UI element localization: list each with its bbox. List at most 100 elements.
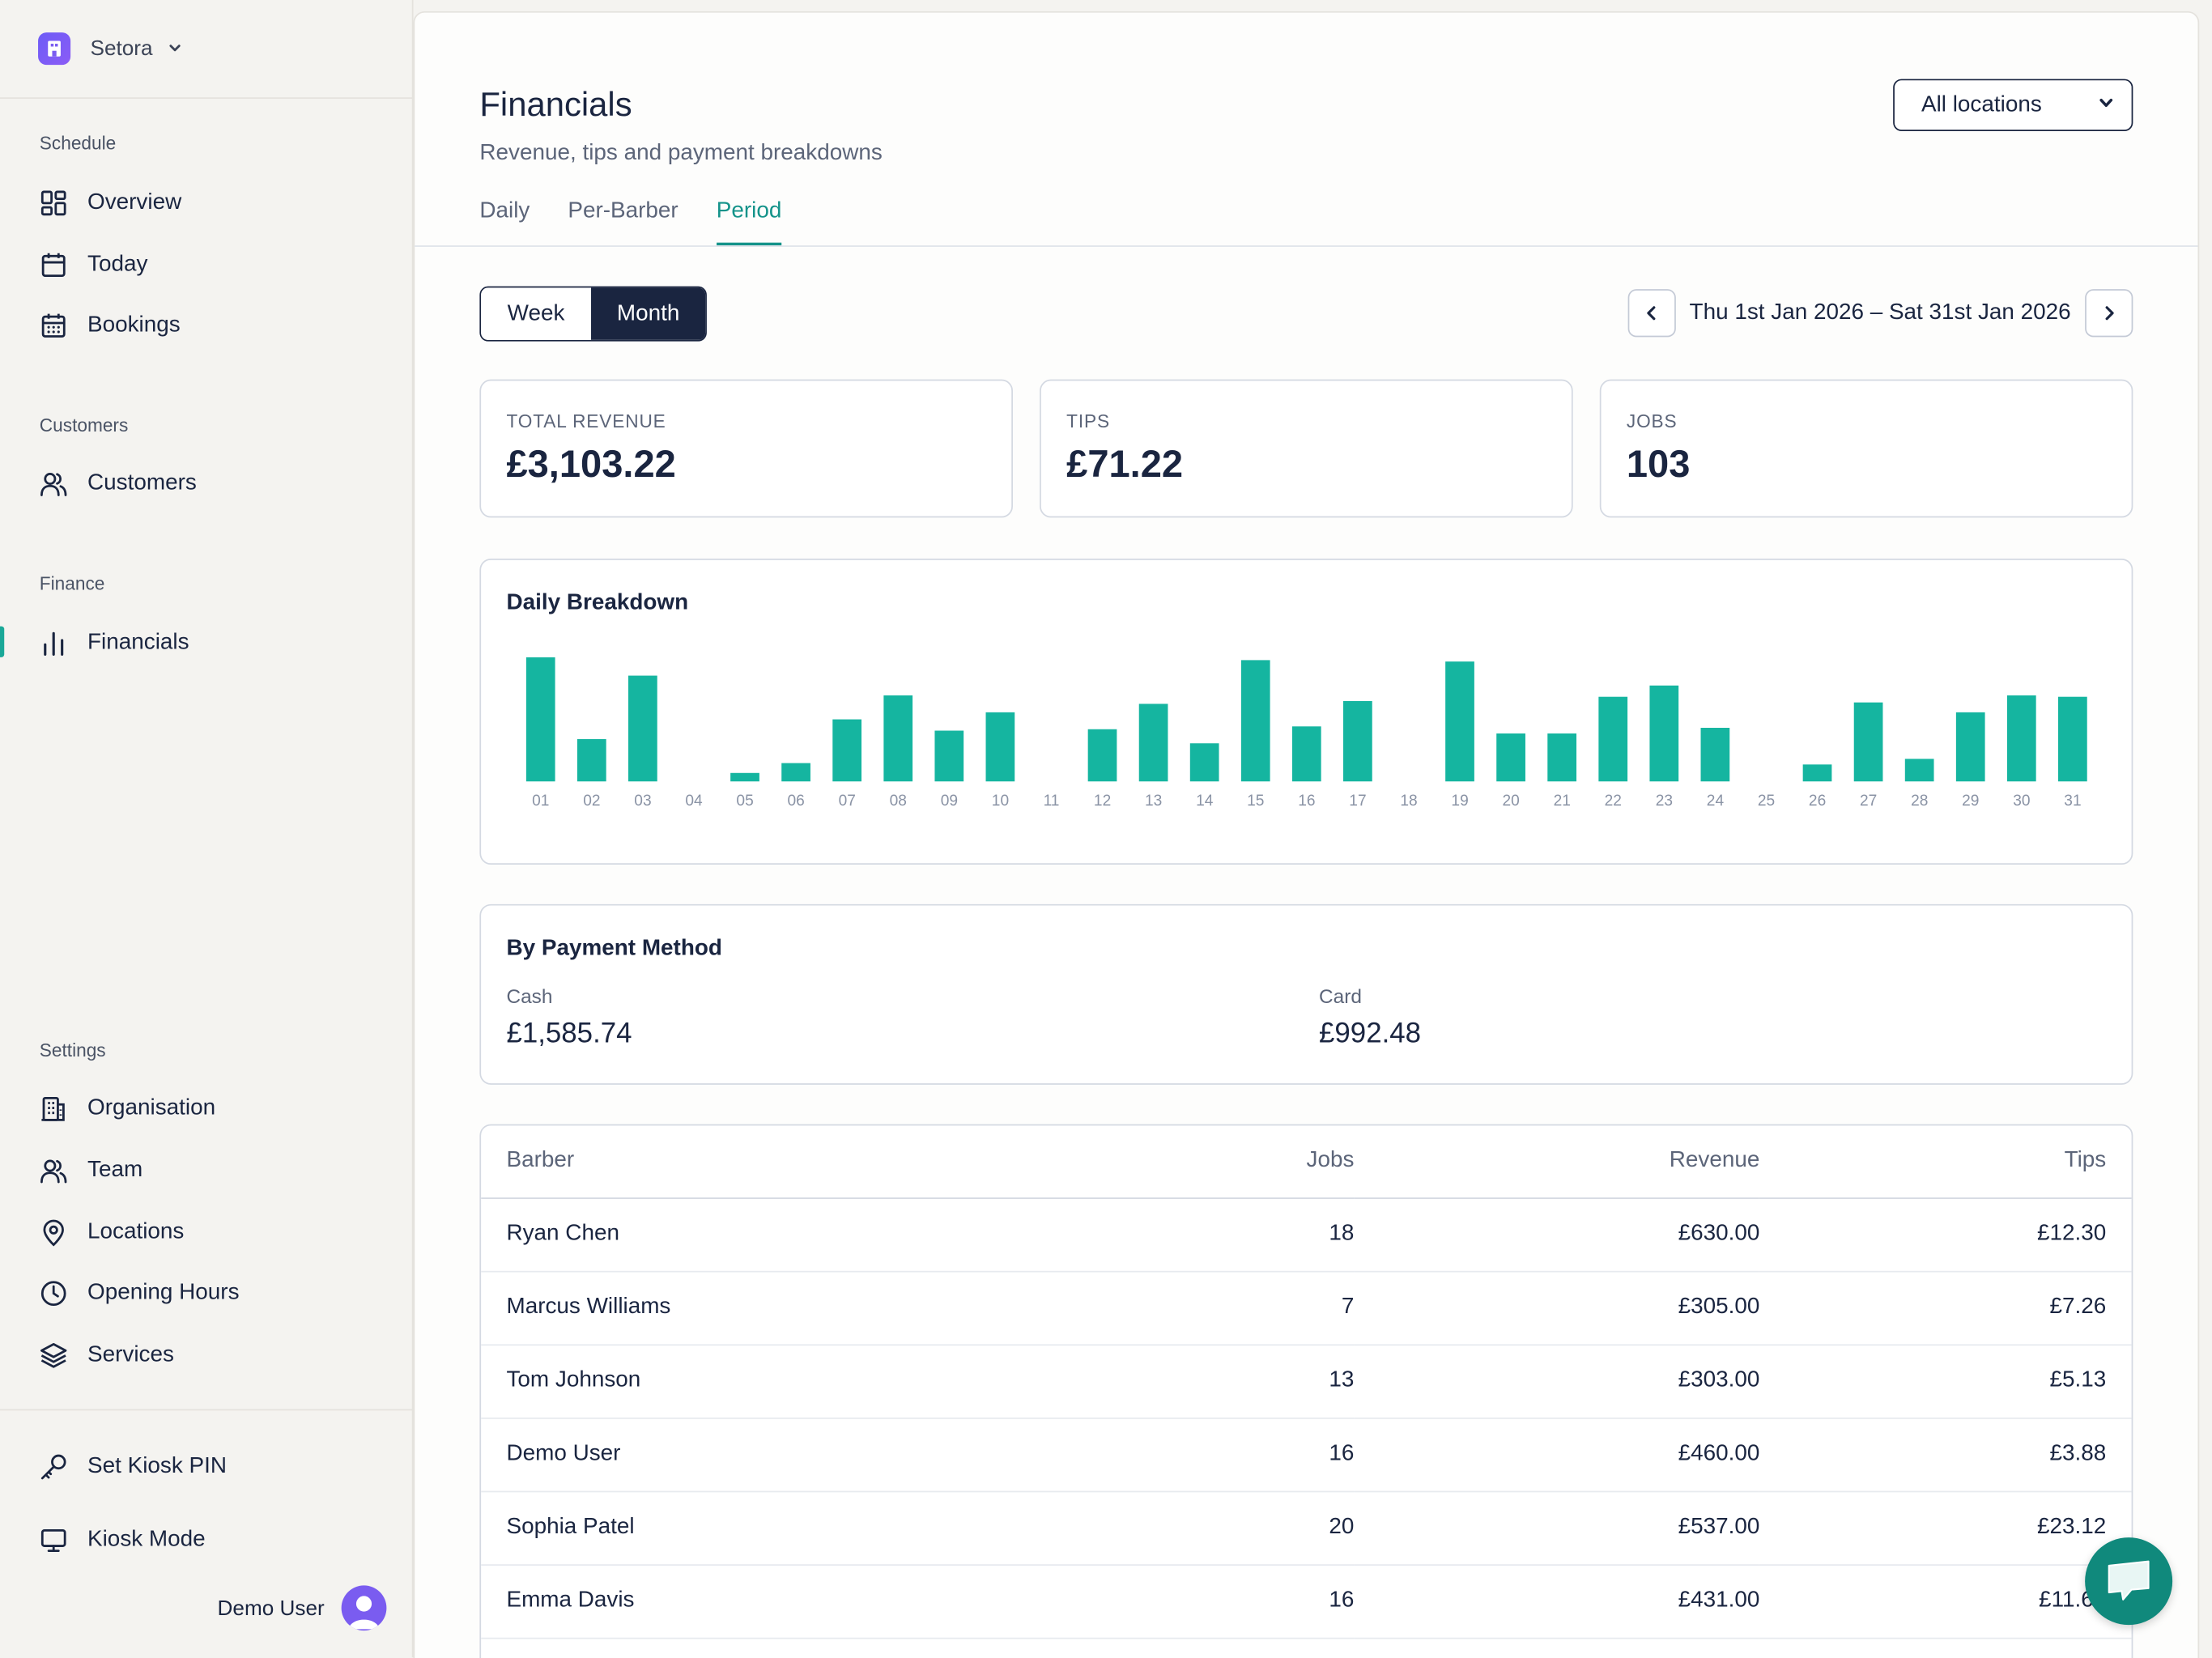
chart-bar-07[interactable] bbox=[832, 719, 862, 782]
calendar-icon bbox=[40, 251, 68, 279]
chart-bar-13[interactable] bbox=[1138, 704, 1168, 782]
chart-bar-12[interactable] bbox=[1087, 729, 1117, 782]
location-select[interactable]: All locations bbox=[1893, 79, 2133, 132]
cell-tips: £23.12 bbox=[1759, 1490, 2132, 1566]
sidebar-item-customers[interactable]: Customers bbox=[40, 467, 197, 501]
column-header-barber: Barber bbox=[481, 1125, 1185, 1199]
sidebar-item-organisation[interactable]: Organisation bbox=[40, 1092, 215, 1126]
bar-chart-icon bbox=[40, 629, 68, 657]
month-toggle-button[interactable]: Month bbox=[591, 287, 706, 340]
sidebar-item-today[interactable]: Today bbox=[40, 249, 148, 283]
sidebar-item-label: Bookings bbox=[87, 312, 181, 338]
active-indicator bbox=[0, 626, 5, 657]
main-panel: Financials Revenue, tips and payment bre… bbox=[413, 11, 2200, 1658]
table-row: Marcus Williams 7 £305.00 £7.26 bbox=[481, 1270, 2132, 1346]
chat-button[interactable] bbox=[2085, 1537, 2173, 1626]
sidebar-item-financials[interactable]: Financials bbox=[40, 627, 189, 661]
chart-bar-20[interactable] bbox=[1496, 733, 1525, 782]
chart-bar-19[interactable] bbox=[1445, 661, 1474, 782]
tab-per-barber[interactable]: Per-Barber bbox=[568, 198, 678, 223]
chart-bar-05[interactable] bbox=[730, 772, 759, 782]
cell-jobs: 7 bbox=[1185, 1270, 1355, 1346]
page-subtitle: Revenue, tips and payment breakdowns bbox=[479, 141, 883, 165]
chart-bar-06[interactable] bbox=[781, 763, 810, 782]
chart-bar-02[interactable] bbox=[576, 738, 606, 782]
tab-period[interactable]: Period bbox=[716, 199, 782, 246]
cell-barber: Demo User bbox=[481, 1418, 1185, 1492]
x-tick-label-14: 14 bbox=[1196, 793, 1214, 810]
map-pin-icon bbox=[40, 1218, 68, 1247]
team-icon bbox=[40, 1157, 68, 1185]
x-tick-label-18: 18 bbox=[1400, 793, 1417, 810]
chart-bar-26[interactable] bbox=[1802, 764, 1832, 782]
x-tick-label-09: 09 bbox=[941, 793, 958, 810]
table-row: Tom Johnson 13 £303.00 £5.13 bbox=[481, 1344, 2132, 1418]
sidebar-item-label: Today bbox=[87, 252, 148, 277]
chart-bar-30[interactable] bbox=[2006, 695, 2036, 782]
sidebar-item-bookings[interactable]: Bookings bbox=[40, 309, 181, 343]
previous-period-button[interactable] bbox=[1627, 289, 1676, 338]
chart-bar-23[interactable] bbox=[1649, 685, 1679, 782]
period-range-label: Thu 1st Jan 2026 – Sat 31st Jan 2026 bbox=[1689, 300, 2071, 325]
stat-value: £3,103.22 bbox=[506, 443, 676, 486]
sidebar-item-opening-hours[interactable]: Opening Hours bbox=[40, 1277, 240, 1311]
cell-barber: Tom Johnson bbox=[481, 1344, 1185, 1418]
org-switcher[interactable]: Setora bbox=[38, 31, 184, 65]
cell-tips: £3.88 bbox=[1759, 1418, 2132, 1492]
sidebar-item-label: Team bbox=[87, 1158, 143, 1183]
x-tick-label-17: 17 bbox=[1349, 793, 1366, 810]
x-tick-label-07: 07 bbox=[839, 793, 856, 810]
chart-bar-29[interactable] bbox=[1955, 712, 1985, 782]
users-icon bbox=[40, 470, 68, 498]
cell-barber: Sophia Patel bbox=[481, 1490, 1185, 1566]
daily-breakdown-chart: 01 02 03 04 05 06 07 08 09 10 11 12 13 14 15 16 17 18 19 20… bbox=[525, 657, 2087, 810]
cell-jobs: 16 bbox=[1185, 1564, 1355, 1639]
x-tick-label-23: 23 bbox=[1656, 793, 1673, 810]
chart-bar-28[interactable] bbox=[1904, 759, 1934, 782]
section-label-customers: Customers bbox=[39, 414, 129, 436]
week-toggle-button[interactable]: Week bbox=[481, 287, 592, 340]
chart-bar-16[interactable] bbox=[1291, 726, 1321, 782]
sidebar-item-kiosk-mode[interactable]: Kiosk Mode bbox=[40, 1524, 206, 1558]
chart-bar-17[interactable] bbox=[1343, 700, 1372, 782]
x-tick-label-31: 31 bbox=[2064, 793, 2081, 810]
chart-bar-10[interactable] bbox=[985, 712, 1015, 782]
x-tick-label-11: 11 bbox=[1044, 793, 1060, 810]
clock-icon bbox=[40, 1279, 68, 1307]
chart-bar-09[interactable] bbox=[934, 730, 964, 782]
column-header-tips: Tips bbox=[1759, 1125, 2132, 1199]
calendar-grid-icon bbox=[40, 312, 68, 340]
chart-bar-08[interactable] bbox=[883, 695, 913, 782]
table-row: Ryan Chen 18 £630.00 £12.30 bbox=[481, 1197, 2132, 1272]
sidebar-item-locations[interactable]: Locations bbox=[40, 1216, 185, 1250]
x-tick-label-03: 03 bbox=[634, 793, 651, 810]
chart-bar-14[interactable] bbox=[1189, 743, 1219, 782]
sidebar-item-services[interactable]: Services bbox=[40, 1338, 174, 1372]
cell-barber: Ryan Chen bbox=[481, 1197, 1185, 1272]
x-tick-label-05: 05 bbox=[736, 793, 753, 810]
chart-bar-27[interactable] bbox=[1853, 702, 1883, 782]
x-tick-label-08: 08 bbox=[890, 793, 907, 810]
section-label-finance: Finance bbox=[39, 572, 105, 594]
chart-bar-22[interactable] bbox=[1598, 696, 1628, 782]
sidebar-item-overview[interactable]: Overview bbox=[40, 186, 181, 220]
next-period-button[interactable] bbox=[2085, 289, 2133, 338]
tab-daily[interactable]: Daily bbox=[479, 198, 530, 223]
chart-bar-31[interactable] bbox=[2058, 696, 2087, 782]
sidebar-item-label: Opening Hours bbox=[87, 1281, 240, 1305]
chart-bar-03[interactable] bbox=[628, 675, 657, 782]
x-tick-label-30: 30 bbox=[2013, 793, 2030, 810]
sidebar-divider bbox=[0, 97, 414, 99]
x-tick-label-20: 20 bbox=[1503, 793, 1520, 810]
chart-bar-01[interactable] bbox=[525, 657, 555, 782]
user-avatar-icon bbox=[348, 1596, 380, 1630]
cell-jobs: 20 bbox=[1185, 1490, 1355, 1566]
sidebar-item-kiosk-pin[interactable]: Set Kiosk PIN bbox=[40, 1450, 227, 1484]
sidebar-item-team[interactable]: Team bbox=[40, 1154, 143, 1188]
chart-bar-21[interactable] bbox=[1547, 733, 1577, 782]
chart-bar-24[interactable] bbox=[1700, 728, 1730, 782]
chart-bar-15[interactable] bbox=[1240, 660, 1270, 782]
cell-tips: £11.61 bbox=[1759, 1564, 2132, 1639]
user-menu[interactable]: Demo User bbox=[218, 1585, 387, 1631]
